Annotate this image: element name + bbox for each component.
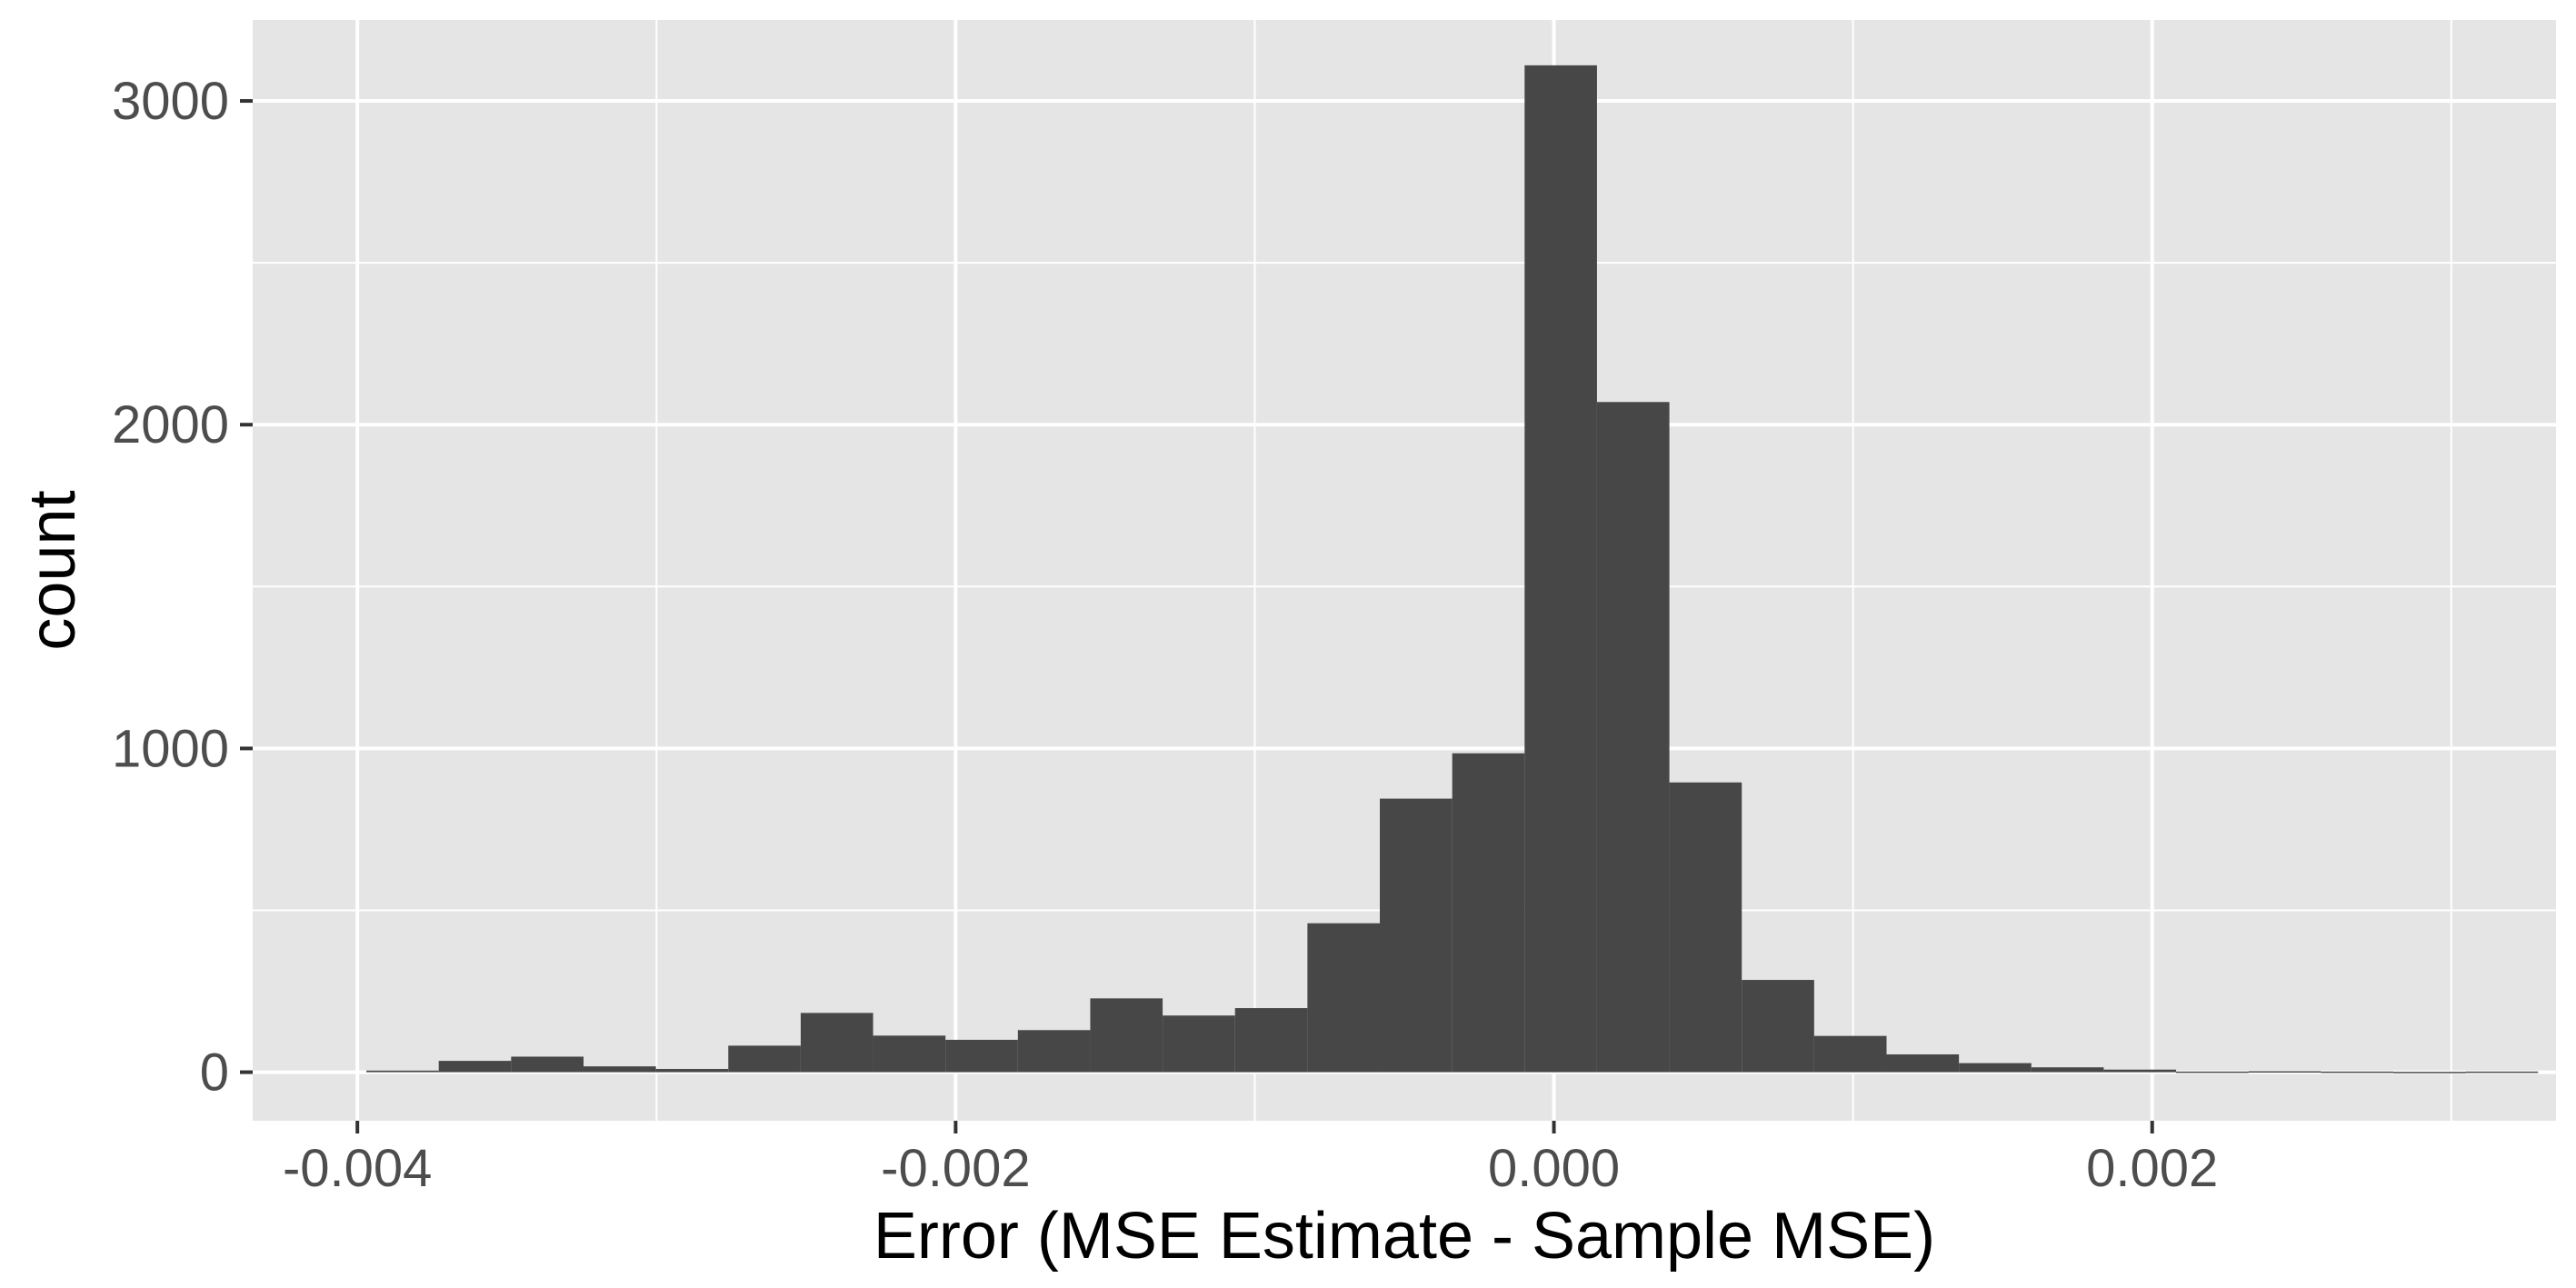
histogram-bars [366,65,2539,1073]
y-tick-label: 1000 [112,719,229,778]
histogram-bar [1596,402,1670,1073]
minor-gridlines [253,20,2556,1121]
histogram-bar [1163,1015,1235,1073]
histogram-bar [2176,1071,2249,1073]
histogram-bar [438,1061,512,1073]
histogram-bar [1813,1035,1887,1073]
y-axis: 0 1000 2000 3000 [112,72,253,1103]
histogram-bar [1090,998,1163,1073]
histogram-bar [1017,1030,1091,1073]
histogram-bar [1307,923,1381,1073]
histogram-bar [873,1035,946,1073]
y-tick-label: 0 [200,1043,229,1103]
histogram-bar [1742,980,1814,1073]
x-tick-label: -0.002 [881,1139,1030,1198]
x-tick-label: 0.002 [2086,1139,2218,1198]
y-tick-label: 2000 [112,395,229,454]
histogram-bar [2031,1067,2104,1073]
histogram-bar [2465,1071,2539,1073]
histogram-bar [1886,1053,1960,1073]
histogram-bar [1524,65,1597,1073]
histogram-bar [511,1056,584,1073]
x-axis-title: Error (MSE Estimate - Sample MSE) [874,1200,1935,1273]
histogram-bar [800,1013,874,1073]
x-axis: -0.004 -0.002 0.000 0.002 [283,1121,2218,1198]
x-tick-label: -0.004 [283,1139,432,1198]
histogram-bar [2392,1072,2466,1073]
histogram-bar [2103,1069,2177,1073]
histogram-bar [366,1070,439,1073]
histogram-bar [1959,1063,2032,1073]
histogram-bar [728,1045,801,1073]
histogram-bar [2321,1071,2393,1073]
y-axis-title: count [16,490,89,650]
histogram-bar [655,1069,729,1073]
x-tick-label: 0.000 [1488,1139,1620,1198]
histogram-bar [1234,1008,1308,1073]
histogram-bar [1452,753,1525,1073]
histogram-bar [583,1066,656,1073]
histogram-bar [1380,798,1453,1073]
histogram-bar [945,1039,1018,1073]
histogram-bar [2248,1071,2321,1073]
histogram-bar [1669,782,1742,1073]
y-tick-label: 3000 [112,72,229,131]
